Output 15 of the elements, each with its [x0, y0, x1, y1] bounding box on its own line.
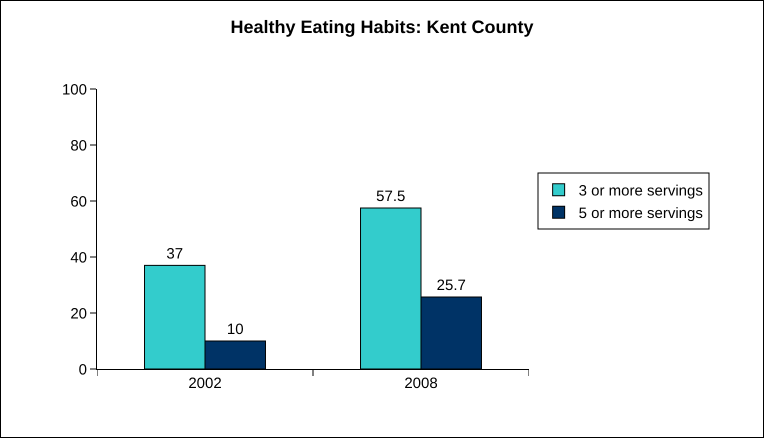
y-tick-label: 0 [78, 361, 87, 378]
data-label: 57.5 [376, 188, 406, 205]
data-label: 37 [166, 245, 184, 262]
data-label: 25.7 [436, 277, 466, 294]
x-tick-label: 2008 [404, 375, 438, 392]
y-tick-label: 40 [70, 249, 87, 266]
y-tick-label: 60 [70, 193, 87, 210]
y-tick-label: 100 [62, 81, 87, 98]
y-tick-label: 20 [70, 305, 87, 322]
legend-label: 3 or more servings [578, 182, 703, 200]
legend-label: 5 or more servings [578, 205, 703, 222]
chart-title: Healthy Eating Habits: Kent County [230, 17, 534, 38]
y-tick-label: 80 [70, 137, 87, 154]
x-tick-label: 2002 [188, 375, 222, 392]
data-label: 10 [226, 321, 244, 338]
